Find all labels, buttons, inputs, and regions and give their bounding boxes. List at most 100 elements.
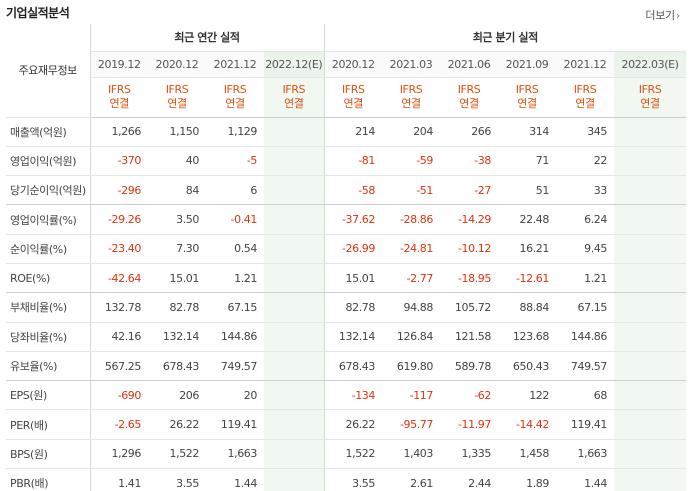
ifrs-label-line2: 연결 (343, 97, 364, 110)
quarter-cell (614, 204, 687, 235)
annual-cell (264, 146, 325, 177)
quarter-cell: 3.55 (324, 468, 382, 491)
ifrs-label-line2: 연결 (284, 97, 304, 110)
quarter-cell: -18.95 (440, 263, 498, 294)
quarter-cell: 126.84 (382, 322, 440, 352)
period-header: 2021.09 (498, 51, 556, 78)
quarter-cell (614, 292, 687, 323)
quarter-cell: 678.43 (324, 351, 382, 382)
row-label: ROE(%) (6, 263, 91, 294)
quarter-cell (614, 234, 687, 264)
quarter-cell: 121.58 (440, 322, 498, 352)
quarter-cell: 204 (382, 117, 440, 147)
annual-cell (264, 468, 325, 491)
ifrs-label-line1: IFRS (457, 83, 481, 96)
quarter-cell: 2.61 (382, 468, 440, 491)
annual-cell: 1,522 (148, 439, 206, 470)
table-row: EPS(원) -690 206 20 -134 -117 -62 122 68 (6, 380, 687, 411)
table-row: 순이익률(%) -23.40 7.30 0.54 -26.99 -24.81 -10.12 1… (6, 234, 687, 264)
annual-cell: -23.40 (90, 234, 148, 264)
annual-cell: -42.64 (90, 263, 148, 294)
annual-cell: 119.41 (206, 409, 264, 440)
quarter-cell: 67.15 (556, 292, 614, 323)
quarter-cell: -28.86 (382, 204, 440, 235)
ifrs-label: IFRS 연결 (440, 77, 498, 118)
annual-cell: 1,266 (90, 117, 148, 147)
table-row: 당좌비율(%) 42.16 132.14 144.86 132.14 126.84 121.… (6, 322, 687, 352)
annual-cell (264, 117, 325, 147)
annual-cell: -690 (90, 380, 148, 411)
annual-cell: 206 (148, 380, 206, 411)
annual-cell (264, 292, 325, 323)
quarter-cell (614, 380, 687, 411)
row-label: PBR(배) (6, 468, 91, 491)
annual-cell (264, 380, 325, 411)
annual-cell: -29.26 (90, 204, 148, 235)
quarter-cell: 1.89 (498, 468, 556, 491)
quarter-cell: 68 (556, 380, 614, 411)
annual-cell (264, 234, 325, 264)
annual-cell: 40 (148, 146, 206, 177)
ifrs-label-line2: 연결 (109, 97, 130, 110)
quarter-cell: 16.21 (498, 234, 556, 264)
more-link[interactable]: 더보기› (645, 7, 680, 23)
quarter-cell: 345 (556, 117, 614, 147)
table-row: PBR(배) 1.41 3.55 1.44 3.55 2.61 2.44 1.89 1.44 (6, 468, 687, 491)
annual-cell: 1,663 (206, 439, 264, 470)
quarter-cell: -134 (324, 380, 382, 411)
annual-cell: 0.54 (206, 234, 264, 264)
quarter-cell (614, 146, 687, 177)
ifrs-label: IFRS 연결 (556, 77, 614, 118)
quarter-cell: 119.41 (556, 409, 614, 440)
ifrs-label-line1: IFRS (341, 83, 365, 96)
quarter-cell: -14.42 (498, 409, 556, 440)
quarter-cell: 6.24 (556, 204, 614, 235)
quarter-cell (614, 322, 687, 352)
quarter-cell: 122 (498, 380, 556, 411)
period-header: 2021.12 (206, 51, 264, 78)
annual-cell: 20 (206, 380, 264, 411)
table-row: ROE(%) -42.64 15.01 1.21 15.01 -2.77 -18.95 -12… (6, 263, 687, 294)
quarter-cell: 214 (324, 117, 382, 147)
row-label: 당기순이익(억원) (6, 175, 91, 206)
quarter-cell (614, 117, 687, 147)
annual-cell: 1,129 (206, 117, 264, 147)
table-row: BPS(원) 1,296 1,522 1,663 1,522 1,403 1,335 1,45… (6, 439, 687, 470)
ifrs-label-line1: IFRS (638, 83, 662, 96)
quarter-cell: -2.77 (382, 263, 440, 294)
ifrs-label: IFRS 연결 (498, 77, 556, 118)
quarter-cell: -117 (382, 380, 440, 411)
quarter-cell (614, 439, 687, 470)
annual-cell (264, 322, 325, 352)
row-label: EPS(원) (6, 380, 91, 411)
annual-cell: 42.16 (90, 322, 148, 352)
annual-cell: 26.22 (148, 409, 206, 440)
quarter-cell (614, 409, 687, 440)
table-row: 영업이익(억원) -370 40 -5 -81 -59 -38 71 22 (6, 146, 687, 177)
annual-cell (264, 439, 325, 470)
financial-table: 주요재무정보 최근 연간 실적 최근 분기 실적 2019.12 2020.12 2… (6, 24, 687, 491)
period-header: 2021.06 (440, 51, 498, 78)
ifrs-label: IFRS 연결 (206, 77, 264, 118)
ifrs-label: IFRS 연결 (382, 77, 440, 118)
annual-cell (264, 175, 325, 206)
row-label: 당좌비율(%) (6, 322, 91, 352)
annual-cell: 1.41 (90, 468, 148, 491)
period-header: 2020.12 (324, 51, 382, 78)
ifrs-label-line2: 연결 (640, 97, 660, 110)
ifrs-label-line2: 연결 (225, 97, 245, 110)
quarter-cell: -14.29 (440, 204, 498, 235)
quarter-cell: 82.78 (324, 292, 382, 323)
quarter-cell (614, 468, 687, 491)
ifrs-label-line1: IFRS (399, 83, 423, 96)
quarter-cell: 71 (498, 146, 556, 177)
quarter-cell: -37.62 (324, 204, 382, 235)
quarter-cell: -11.97 (440, 409, 498, 440)
quarter-cell: -24.81 (382, 234, 440, 264)
annual-cell: 3.55 (148, 468, 206, 491)
ifrs-label-line1: IFRS (282, 83, 306, 96)
annual-cell: 678.43 (148, 351, 206, 382)
label-column-header: 주요재무정보 (6, 24, 91, 118)
quarter-cell (614, 263, 687, 294)
annual-cell: -0.41 (206, 204, 264, 235)
